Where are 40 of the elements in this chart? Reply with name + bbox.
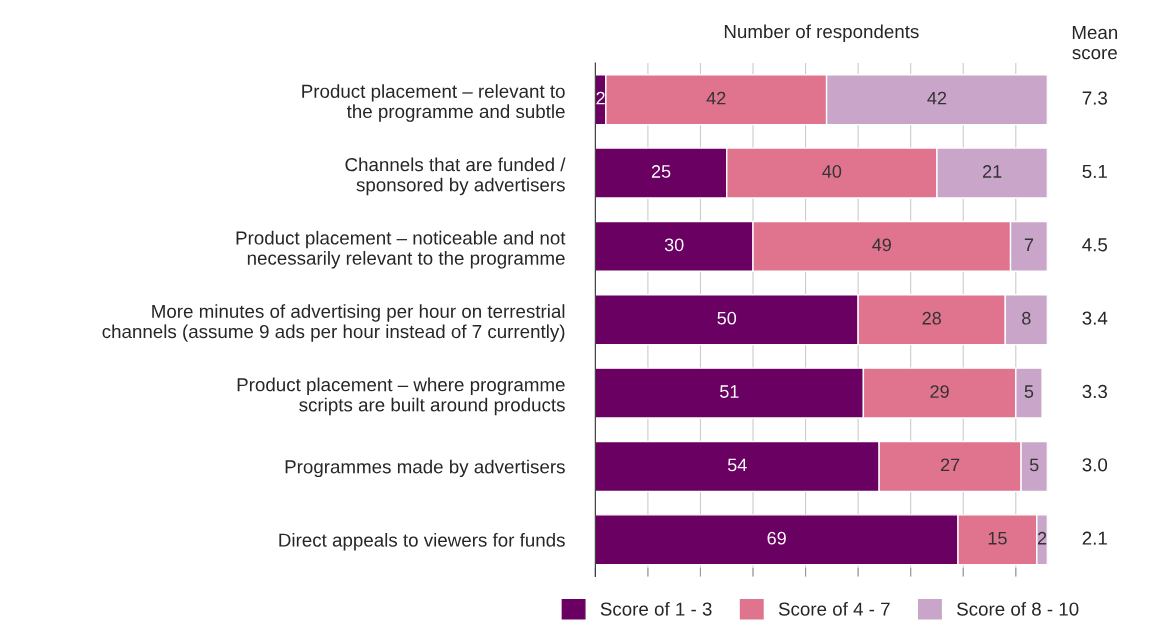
y-tick-label: Product placement – noticeable and not necessarily relevant to the programme — [236, 230, 566, 269]
data-label: 27 — [940, 458, 960, 472]
y-tick-label: Programmes made by advertisers — [285, 459, 565, 478]
data-label: 42 — [706, 91, 726, 105]
data-label: 2 — [1037, 531, 1047, 545]
data-label: 5 — [1029, 458, 1039, 472]
data-label: 8 — [1022, 311, 1031, 325]
data-label: 25 — [651, 165, 671, 178]
legend-label: Score of 4 - 7 — [778, 601, 890, 616]
legend-label: Score of 1 - 3 — [600, 601, 712, 616]
data-label: 69 — [767, 531, 786, 545]
text: 3.4 — [1082, 311, 1108, 325]
y-tick-label: Product placement – relevant to the programme and subtle — [302, 84, 565, 122]
chart-title: Number of respondents — [724, 24, 919, 42]
data-label: 30 — [664, 238, 684, 252]
text: 2.1 — [1082, 531, 1107, 545]
data-label: 21 — [983, 165, 1002, 178]
text: 4.5 — [1082, 238, 1108, 252]
data-label: 15 — [988, 532, 1007, 545]
y-tick-label: Direct appeals to viewers for funds — [279, 532, 565, 551]
y-tick-label: Product placement – where programme scripts are built around products — [237, 377, 565, 416]
text: 3.0 — [1082, 458, 1108, 472]
text: Mean score — [1072, 26, 1118, 60]
data-label: 42 — [927, 91, 947, 105]
data-label: 40 — [822, 165, 842, 178]
data-label: 51 — [720, 385, 739, 398]
y-tick-label: Channels that are funded / sponsored by advertisers — [345, 157, 566, 196]
data-label: 5 — [1024, 385, 1034, 398]
text: 5.1 — [1082, 164, 1107, 179]
text: 7.3 — [1082, 91, 1108, 105]
text: 3.3 — [1082, 384, 1108, 399]
data-label: 29 — [930, 385, 949, 398]
y-tick-label: More minutes of advertising per hour on terrestrial channels (assume 9 ads per hour instead of 7 currently) — [102, 304, 565, 342]
data-label: 49 — [872, 238, 891, 252]
data-label: 2 — [596, 91, 605, 105]
data-label: 7 — [1024, 238, 1034, 252]
data-label: 54 — [727, 458, 747, 472]
data-label: 50 — [717, 311, 737, 325]
data-label: 28 — [922, 311, 941, 325]
legend-label: Score of 8 - 10 — [957, 601, 1079, 616]
